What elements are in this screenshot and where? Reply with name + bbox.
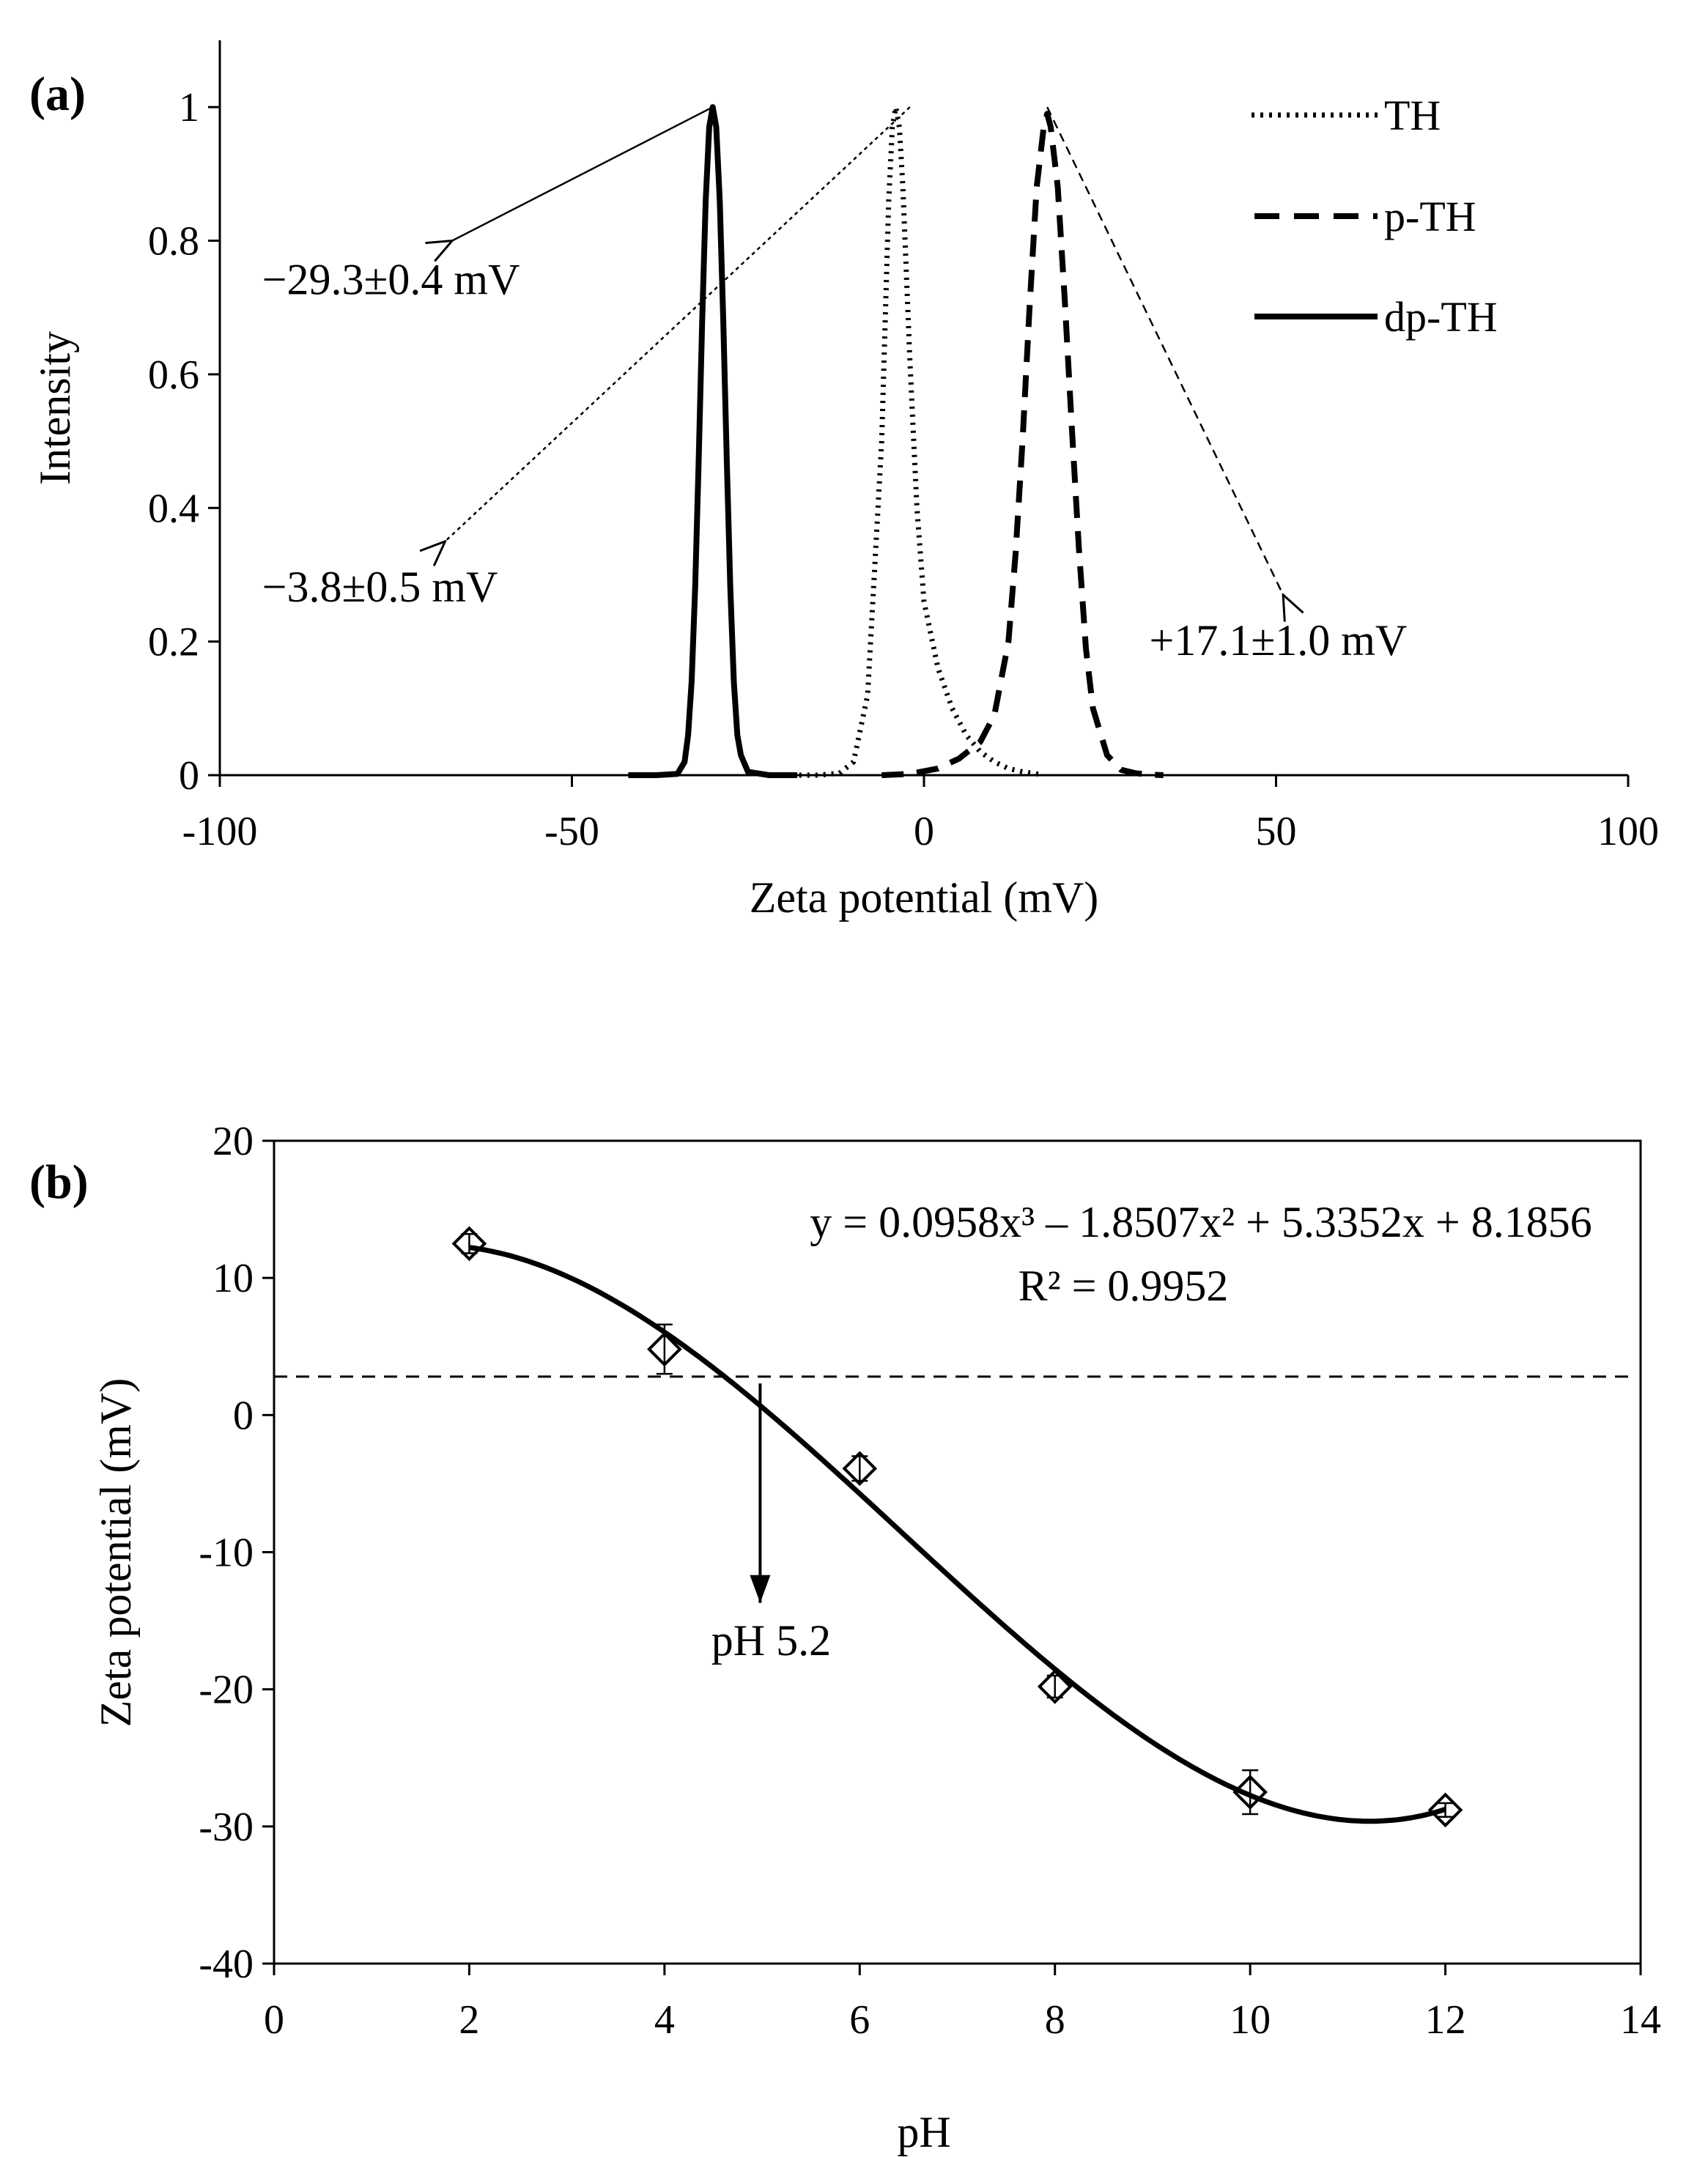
annotation-label-th: −3.8±0.5 mV [262,563,498,611]
panel-b-x-tick-label: 4 [654,1997,675,2043]
panel-a-y-axis-title: Intensity [31,331,79,485]
panel-b-x-tick-label: 14 [1620,1997,1661,2043]
panel-a-x-tick-label: 0 [914,809,934,854]
trendline-equation: y = 0.0958x³ – 1.8507x² + 5.3352x + 8.18… [810,1198,1592,1246]
annotation-arrow-p-th [1046,106,1283,595]
panel-b-y-tick-label: 20 [212,1119,254,1164]
panel-b-x-tick-label: 12 [1425,1997,1466,2043]
chart-panel-a: (a) 0 0.2 0.4 0.6 0.8 1 -100 -50 0 50 100 −29.3±0… [29,40,1659,922]
series-line-th [783,104,1045,778]
panel-b-label: (b) [29,1155,89,1209]
panel-b-x-tick-label: 0 [264,1997,284,2043]
data-point-marker [1427,1792,1463,1828]
data-point-marker [1037,1669,1073,1704]
annotation-arrow-th [446,106,911,541]
annotation-label-p-th: +17.1±1.0 mV [1150,616,1408,665]
panel-a-x-axis-title: Zeta potential (mV) [750,873,1098,922]
panel-b-x-tick-label: 10 [1230,1997,1271,2043]
series-line-p-th [881,111,1164,778]
panel-b-y-tick-label: -10 [199,1531,254,1576]
legend-item-dp-th: dp-TH [1254,293,1498,341]
panel-b-x-tick-label: 2 [459,1997,479,2043]
legend-label-p-th: p-TH [1384,193,1476,240]
series-line-dp-th [628,104,797,778]
annotation-arrow-dp-th [452,106,714,240]
isoelectric-point-label: pH 5.2 [711,1616,831,1665]
panel-a-y-tick-label: 1 [179,85,199,130]
panel-b-y-tick-label: -30 [199,1805,254,1850]
panel-b-x-tick-label: 8 [1045,1997,1065,2043]
legend-item-th: TH [1252,92,1441,139]
data-point-marker [842,1451,878,1487]
legend-label-dp-th: dp-TH [1384,293,1498,341]
legend-item-p-th: p-TH [1254,193,1476,240]
panel-a-x-tick-label: -100 [182,809,258,854]
panel-a-y-tick-label: 0.4 [148,486,199,531]
panel-a-legend: TH p-TH dp-TH [1252,92,1498,341]
panel-b-y-tick-label: -20 [199,1668,254,1713]
panel-a-x-tick-label: 100 [1597,809,1659,854]
panel-b-x-axis-title: pH [897,2108,950,2156]
data-point-marker [451,1226,487,1262]
panel-a-y-tick-label: 0.2 [148,620,199,665]
panel-b-y-tick-label: -40 [199,1942,254,1987]
panel-a-x-tick-label: -50 [544,809,599,854]
data-point-marker [1232,1775,1268,1810]
panel-a-y-tick-label: 0.6 [148,352,199,398]
panel-b-y-tick-label: 10 [212,1256,254,1301]
trendline-curve [468,1245,1446,1824]
panel-a-x-tick-label: 50 [1256,809,1297,854]
legend-label-th: TH [1384,92,1441,139]
panel-a-y-tick-label: 0 [179,753,199,799]
annotation-label-dp-th: −29.3±0.4 mV [262,255,520,303]
trendline-r-squared: R² = 0.9952 [1018,1262,1229,1310]
panel-a-label: (a) [29,67,86,121]
panel-b-plot-frame [273,1139,1642,1965]
chart-panel-b: (b) -40 -30 -20 -10 0 10 20 0 2 4 6 8 10 12 14 pH 5.2… [29,1119,1661,2156]
panel-a-y-tick-label: 0.8 [148,219,199,264]
panel-b-x-tick-label: 6 [849,1997,870,2043]
panel-b-y-tick-label: 0 [233,1393,254,1438]
panel-b-y-axis-title: Zeta potential (mV) [92,1378,140,1727]
data-point-marker [647,1331,682,1367]
